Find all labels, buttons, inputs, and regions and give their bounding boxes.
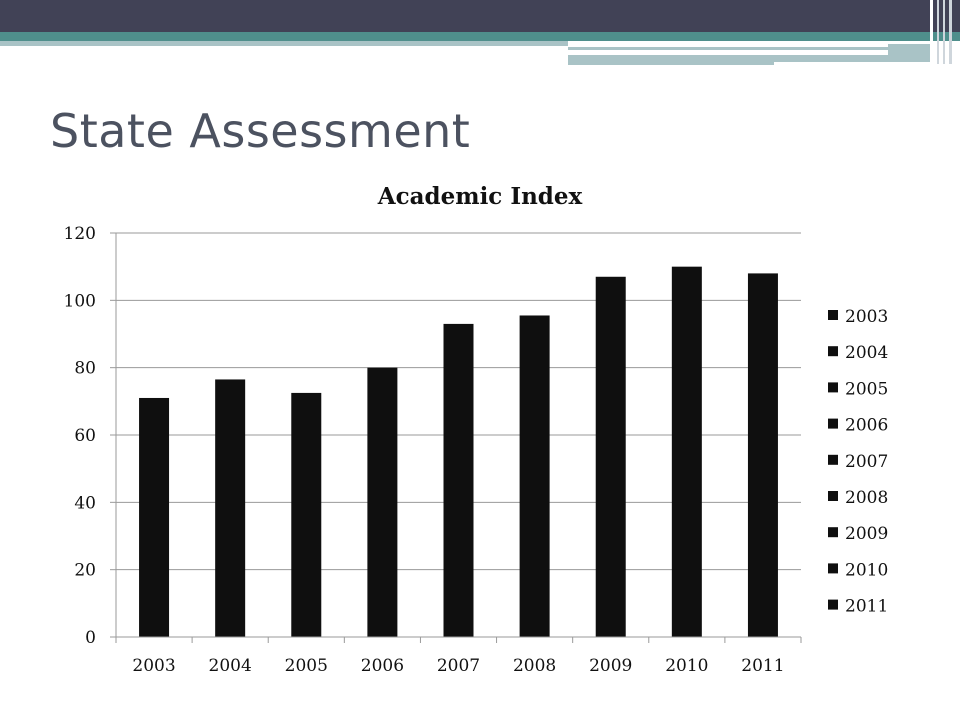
header-edge-line-4 xyxy=(949,0,952,64)
legend-swatch xyxy=(828,454,838,465)
header-teal-band xyxy=(0,32,960,41)
slide-title: State Assessment xyxy=(50,104,471,158)
x-tick-label: 2011 xyxy=(741,656,784,676)
legend-label: 2011 xyxy=(845,597,888,617)
x-tick-label: 2003 xyxy=(132,656,175,676)
bar-2011 xyxy=(747,273,778,637)
legend-swatch xyxy=(828,418,838,429)
y-tick-label: 120 xyxy=(64,224,96,244)
legend-label: 2003 xyxy=(845,307,888,327)
bar-2006 xyxy=(367,367,398,637)
legend-label: 2005 xyxy=(845,379,888,399)
legend-swatch xyxy=(828,563,838,574)
header-edge-line-1 xyxy=(930,0,933,64)
header-corner-block xyxy=(888,44,930,62)
legend-swatch xyxy=(828,346,838,357)
y-tick-label: 0 xyxy=(85,628,96,648)
legend-swatch xyxy=(828,527,838,538)
bar-2005 xyxy=(291,392,322,637)
bar-2009 xyxy=(595,276,626,637)
x-tick-label: 2008 xyxy=(513,656,556,676)
x-axis-ticks: 2003 2004 2005 2006 2007 2008 2009 2010 2011 xyxy=(115,636,802,676)
bar-2010 xyxy=(671,266,702,637)
bar-2003 xyxy=(139,397,170,637)
bar-2004 xyxy=(215,379,246,637)
legend-label: 2006 xyxy=(845,416,888,436)
legend-label: 2007 xyxy=(845,452,888,472)
legend: 2003 2004 2005 2006 2007 2008 2009 2010 2011 xyxy=(828,307,888,617)
x-tick-label: 2004 xyxy=(209,656,252,676)
y-tick-label: 60 xyxy=(74,426,96,446)
header-light-strip-4 xyxy=(568,62,774,65)
x-tick-label: 2005 xyxy=(285,656,328,676)
x-tick-label: 2006 xyxy=(361,656,404,676)
legend-swatch xyxy=(828,491,838,501)
chart-title: Academic Index xyxy=(377,183,583,210)
legend-swatch xyxy=(828,310,838,320)
legend-label: 2004 xyxy=(845,343,888,363)
header-dark-band xyxy=(0,0,960,32)
bars xyxy=(139,266,778,637)
legend-label: 2009 xyxy=(845,524,888,544)
bar-2007 xyxy=(443,323,474,637)
header-edge-line-2 xyxy=(937,0,939,64)
header-light-band xyxy=(0,41,568,46)
legend-label: 2010 xyxy=(845,560,888,580)
header-edge-line-3 xyxy=(943,0,945,64)
x-tick-label: 2009 xyxy=(589,656,632,676)
header-decoration xyxy=(0,0,960,65)
legend-label: 2008 xyxy=(845,488,888,508)
x-tick-label: 2007 xyxy=(437,656,480,676)
header-light-strip-2 xyxy=(568,47,888,50)
bar-2008 xyxy=(519,315,550,637)
x-tick-label: 2010 xyxy=(665,656,708,676)
header-light-strip-3 xyxy=(568,55,888,62)
legend-swatch xyxy=(828,382,838,393)
y-tick-label: 20 xyxy=(74,561,96,581)
header-light-strip-1 xyxy=(568,41,960,44)
legend-swatch xyxy=(828,599,838,610)
y-tick-label: 40 xyxy=(74,493,96,513)
y-tick-label: 100 xyxy=(64,291,96,311)
y-tick-label: 80 xyxy=(74,359,96,379)
y-axis-ticks: 0 20 40 60 80 100 120 xyxy=(64,224,116,648)
